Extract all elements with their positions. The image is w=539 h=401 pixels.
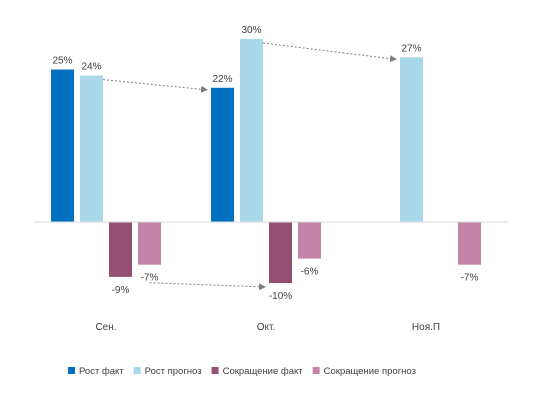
legend: Рост факт Рост прогноз Сокращение факт Сокр… [68, 366, 416, 377]
legend-swatch-сокращение-прогноз [312, 367, 320, 374]
plot-area: 25% 24% -9% -7% 22% 30% -10% -6% 27% -7% [51, 25, 481, 302]
trend-arrow-1 [102, 79, 208, 93]
data-label-рост-прогноз-1: 24% [81, 62, 101, 73]
bar-сокращение-прогноз-3 [458, 222, 481, 265]
legend-label-рост-прогноз: Рост прогноз [145, 366, 202, 377]
data-label-сокращение-прогноз-3: -7% [461, 273, 479, 284]
bar-рост-прогноз-3 [400, 57, 423, 222]
data-label-сокращение-факт-2: -10% [269, 291, 292, 302]
bar-сокращение-прогноз-1 [138, 222, 161, 265]
data-label-рост-прогноз-3: 27% [401, 43, 421, 54]
category-label-2: Окт. [257, 322, 276, 333]
legend-label-сокращение-прогноз: Сокращение прогноз [324, 366, 416, 377]
bar-рост-факт-2 [211, 87, 234, 222]
bar-сокращение-факт-1 [109, 222, 132, 277]
category-labels: Сен. Окт. Ноя.П [95, 322, 440, 333]
category-label-3: Ноя.П [412, 322, 440, 333]
data-label-рост-факт-2: 22% [212, 74, 232, 85]
legend-label-сокращение-факт: Сокращение факт [223, 366, 304, 377]
bar-рост-прогноз-2 [240, 39, 263, 222]
data-label-рост-прогноз-2: 30% [241, 25, 261, 36]
trend-arrow-3 [149, 282, 266, 291]
trend-arrow-2 [262, 42, 397, 63]
category-label-1: Сен. [95, 322, 116, 333]
bar-сокращение-факт-2 [269, 222, 292, 283]
legend-swatch-рост-прогноз [133, 367, 141, 374]
bar-сокращение-прогноз-2 [298, 222, 321, 259]
data-label-рост-факт-1: 25% [52, 56, 72, 67]
data-label-сокращение-прогноз-2: -6% [301, 267, 319, 278]
legend-swatch-рост-факт [68, 367, 75, 374]
data-label-сокращение-факт-1: -9% [112, 285, 130, 296]
bar-рост-факт-1 [51, 69, 74, 222]
data-label-сокращение-прогноз-1: -7% [141, 273, 159, 284]
trend-arrows [102, 42, 397, 291]
legend-label-рост-факт: Рост факт [79, 366, 124, 377]
legend-swatch-сокращение-факт [211, 367, 219, 374]
bar-рост-прогноз-1 [80, 75, 103, 222]
